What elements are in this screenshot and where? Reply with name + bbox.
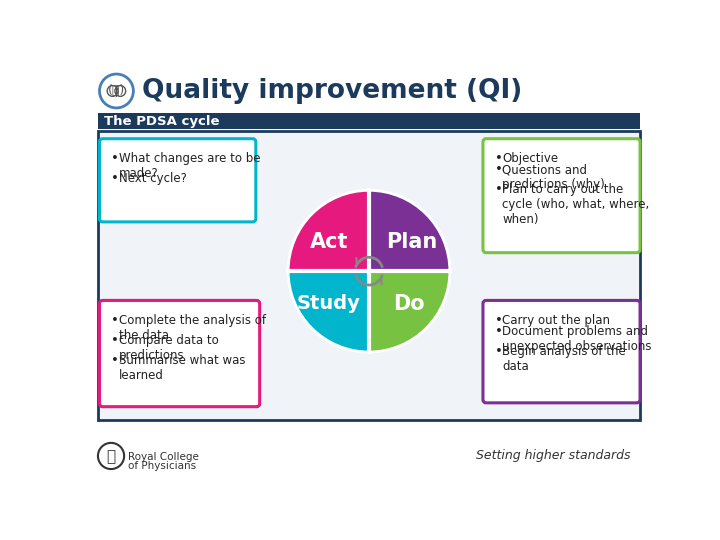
Text: The PDSA cycle: The PDSA cycle [104,114,220,127]
Text: What changes are to be
made?: What changes are to be made? [119,152,260,180]
Text: •: • [495,184,503,197]
Text: Summarise what was
learned: Summarise what was learned [119,354,246,382]
Text: Next cycle?: Next cycle? [119,172,186,185]
Text: Complete the analysis of
the data: Complete the analysis of the data [119,314,266,341]
FancyBboxPatch shape [483,139,640,253]
Text: Study: Study [297,294,361,313]
Wedge shape [369,271,450,352]
Text: •: • [111,172,119,185]
FancyBboxPatch shape [483,300,640,403]
Text: •: • [111,314,119,327]
Text: •: • [495,345,503,358]
Wedge shape [369,190,450,271]
Text: (Ⓑ): (Ⓑ) [108,84,125,98]
Text: •: • [495,314,503,327]
Text: Carry out the plan: Carry out the plan [503,314,611,327]
Text: Quality improvement (QI): Quality improvement (QI) [142,78,522,104]
Text: Setting higher standards: Setting higher standards [477,449,631,462]
FancyBboxPatch shape [98,112,640,130]
Text: of Physicians: of Physicians [128,461,196,470]
Text: Plan to carry out the
cycle (who, what, where,
when): Plan to carry out the cycle (who, what, … [503,184,649,226]
Text: Do: Do [393,294,425,314]
Text: •: • [111,152,119,165]
FancyBboxPatch shape [99,139,256,222]
FancyBboxPatch shape [98,131,640,420]
Text: Plan: Plan [386,232,437,252]
Text: ⛨: ⛨ [107,449,116,464]
Wedge shape [288,271,369,352]
Text: Compare data to
predictions: Compare data to predictions [119,334,218,362]
Text: Act: Act [310,232,348,252]
FancyBboxPatch shape [99,300,260,407]
Text: •: • [111,354,119,367]
Text: Objective: Objective [503,152,558,165]
Text: •: • [495,325,503,338]
Text: •: • [111,334,119,347]
Text: •: • [495,163,503,176]
Text: Royal College: Royal College [128,452,199,462]
Wedge shape [288,190,369,271]
Text: Questions and
predictions (why): Questions and predictions (why) [503,163,605,191]
Text: Document problems and
unexpected observations: Document problems and unexpected observa… [503,325,652,353]
Text: •: • [495,152,503,165]
Text: Begin analysis of the
data: Begin analysis of the data [503,345,626,373]
